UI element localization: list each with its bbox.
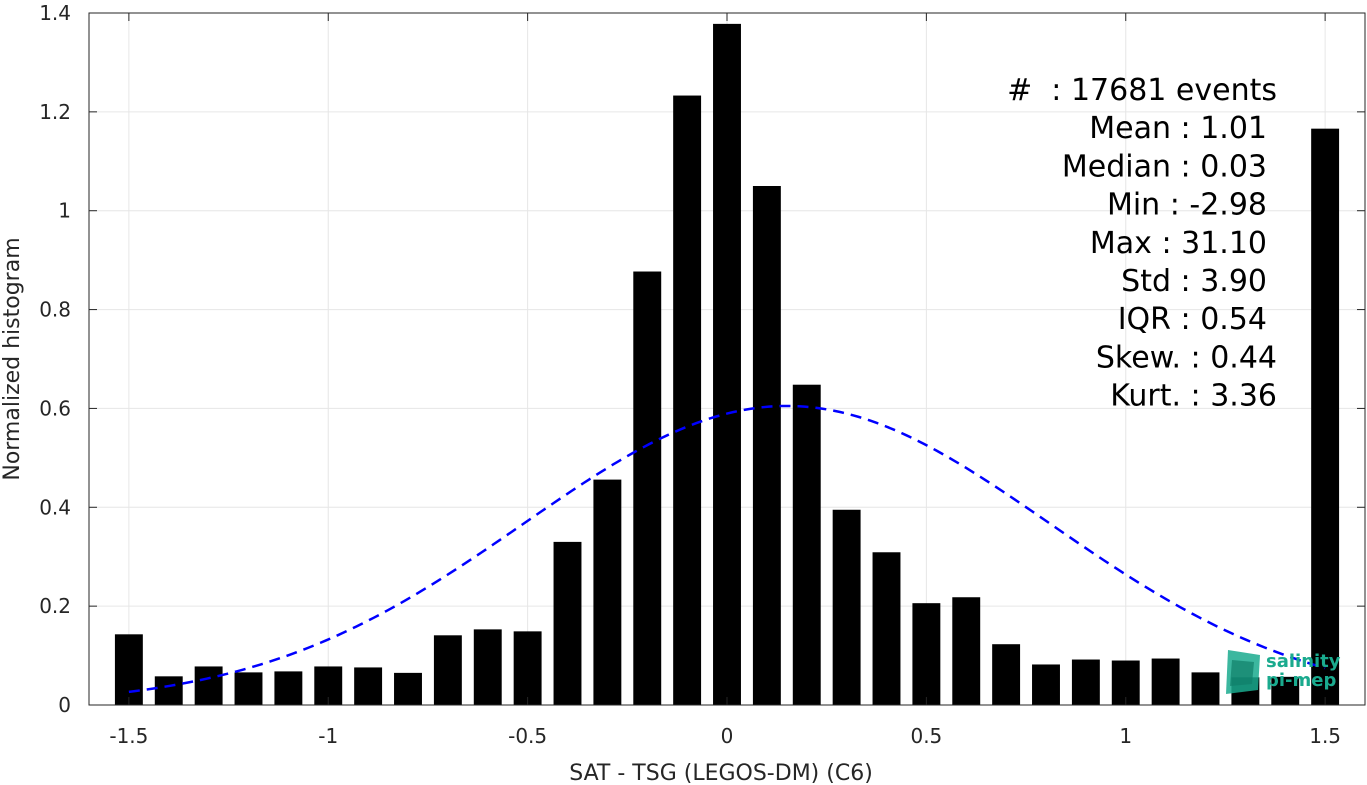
histogram-bar bbox=[154, 676, 183, 705]
y-tick-label: 0.2 bbox=[39, 594, 71, 618]
y-tick-label: 0.8 bbox=[39, 298, 71, 322]
histogram-bar bbox=[1191, 672, 1220, 705]
histogram-bar bbox=[433, 635, 462, 705]
histogram-bar bbox=[912, 603, 941, 705]
y-tick-label: 0 bbox=[58, 693, 71, 717]
histogram-bar bbox=[593, 479, 622, 705]
histogram-bar bbox=[1151, 658, 1180, 705]
histogram-bar bbox=[274, 671, 303, 705]
histogram-bar bbox=[394, 672, 422, 705]
histogram-bar bbox=[792, 384, 821, 705]
stat-line: Kurt. : 3.36 bbox=[1110, 379, 1277, 414]
histogram-bar bbox=[1311, 128, 1340, 706]
stat-line: # : 17681 events bbox=[1007, 73, 1277, 108]
x-tick-label: 1.5 bbox=[1309, 724, 1341, 748]
stat-line: Skew. : 0.44 bbox=[1096, 340, 1277, 375]
histogram-bar bbox=[1271, 676, 1300, 705]
histogram-bar bbox=[633, 271, 662, 705]
histogram-bar bbox=[553, 541, 582, 705]
x-tick-label: 0.5 bbox=[910, 724, 942, 748]
histogram-bar bbox=[872, 552, 901, 705]
axis-ticks: -1.5 -1 -0.5 0 0.5 1 1.5 0 0.2 0.4 0.6 0.8 1 1.2 1.4 bbox=[39, 1, 1365, 748]
x-tick-label: -1.5 bbox=[109, 724, 148, 748]
logo-text-pimep: pi-mep bbox=[1266, 670, 1336, 691]
y-tick-label: 1.2 bbox=[39, 100, 71, 124]
histogram-bar bbox=[673, 95, 702, 705]
stat-line: IQR : 0.54 bbox=[1118, 302, 1267, 337]
stat-line: Std : 3.90 bbox=[1121, 264, 1267, 299]
y-tick-label: 0.4 bbox=[39, 495, 71, 519]
histogram-bar bbox=[992, 644, 1021, 705]
histogram-bar bbox=[952, 597, 981, 705]
logo-shape-shade bbox=[1230, 660, 1254, 686]
histogram-bar bbox=[473, 629, 502, 705]
logo-text-salinity: salinity bbox=[1266, 651, 1341, 672]
histogram-bar bbox=[752, 186, 781, 705]
y-tick-label: 1.4 bbox=[39, 1, 71, 25]
histogram-bar bbox=[354, 667, 383, 705]
histogram-bar bbox=[114, 634, 143, 705]
histogram-bar bbox=[1032, 664, 1060, 705]
y-axis-label: Normalized histogram bbox=[0, 237, 25, 480]
histogram-bar bbox=[832, 509, 861, 705]
x-axis-label: SAT - TSG (LEGOS-DM) (C6) bbox=[569, 761, 873, 785]
x-tick-label: 1 bbox=[1119, 724, 1132, 748]
stat-line: Min : -2.98 bbox=[1107, 188, 1267, 223]
x-tick-label: -0.5 bbox=[508, 724, 547, 748]
histogram-bar bbox=[513, 631, 542, 705]
histogram-bar bbox=[713, 23, 741, 706]
histogram-bars bbox=[114, 23, 1340, 706]
stat-line: Median : 0.03 bbox=[1062, 149, 1267, 184]
histogram-bar bbox=[1071, 659, 1100, 705]
x-tick-label: -1 bbox=[318, 724, 338, 748]
x-tick-label: 0 bbox=[721, 724, 734, 748]
stat-line: Max : 31.10 bbox=[1090, 226, 1267, 261]
salinity-pimep-logo: salinity pi-mep bbox=[1226, 650, 1341, 694]
gaussian-fit-curve bbox=[128, 404, 1326, 694]
histogram-bar bbox=[234, 672, 263, 705]
y-tick-label: 1 bbox=[58, 199, 71, 223]
y-tick-label: 0.6 bbox=[39, 396, 71, 420]
histogram-bar bbox=[194, 666, 223, 705]
stat-line: Mean : 1.01 bbox=[1089, 111, 1267, 146]
